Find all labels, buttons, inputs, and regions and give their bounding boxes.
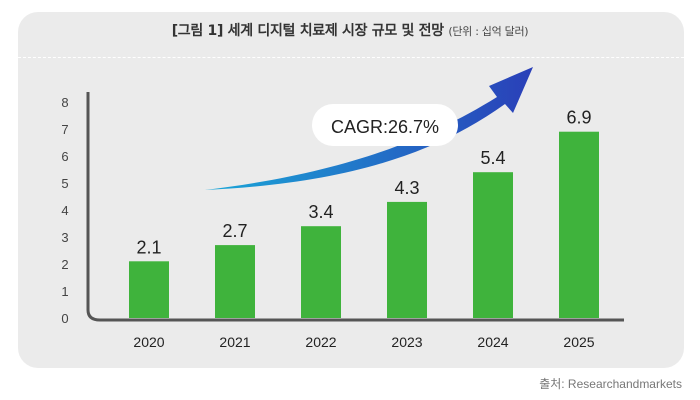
data-label: 3.4	[308, 202, 333, 222]
y-tick-label: 6	[61, 149, 68, 164]
chart-title: [그림 1] 세계 디지털 치료제 시장 규모 및 전망 (단위 : 십억 달러…	[0, 20, 700, 40]
bar	[473, 172, 513, 318]
data-labels: 2.1 2.7 3.4 4.3 5.4 6.9	[136, 108, 591, 258]
source-note: 출처: Researchandmarkets	[539, 377, 682, 391]
y-tick-label: 8	[61, 95, 68, 110]
x-tick-label: 2022	[305, 334, 336, 350]
data-label: 2.1	[136, 237, 161, 257]
growth-arrow	[205, 67, 533, 190]
x-tick-label: 2024	[477, 334, 508, 350]
x-tick-labels: 2020 2021 2022 2023 2024 2025	[133, 334, 594, 350]
bar	[129, 261, 169, 318]
data-label: 6.9	[566, 108, 591, 128]
y-tick-label: 1	[61, 284, 68, 299]
y-tick-label: 5	[61, 176, 68, 191]
growth-arrow-shape	[205, 67, 533, 190]
x-tick-label: 2023	[391, 334, 422, 350]
bars	[129, 131, 599, 318]
y-tick-label: 3	[61, 230, 68, 245]
title-divider	[18, 57, 684, 58]
title-unit: (단위 : 십억 달러)	[448, 25, 529, 38]
axes	[86, 92, 624, 322]
y-tick-label: 0	[61, 311, 68, 326]
bar	[215, 245, 255, 318]
y-tick-label: 2	[61, 257, 68, 272]
data-label: 2.7	[222, 221, 247, 241]
title-main: [그림 1] 세계 디지털 치료제 시장 규모 및 전망	[171, 23, 444, 39]
y-tick-label: 4	[61, 203, 68, 218]
y-tick-labels: 0 1 2 3 4 5 6 7 8	[61, 95, 68, 326]
data-label: 4.3	[394, 178, 419, 198]
bar	[301, 226, 341, 318]
x-tick-label: 2020	[133, 334, 164, 350]
cagr-annotation: CAGR:26.7%	[312, 104, 458, 146]
axis-line	[86, 92, 624, 322]
cagr-bubble	[312, 104, 458, 146]
y-tick-label: 7	[61, 122, 68, 137]
x-tick-label: 2021	[219, 334, 250, 350]
bar	[559, 131, 599, 318]
bar	[387, 201, 427, 318]
data-label: 5.4	[480, 148, 505, 168]
x-tick-label: 2025	[563, 334, 594, 350]
cagr-label: CAGR:26.7%	[331, 117, 439, 137]
